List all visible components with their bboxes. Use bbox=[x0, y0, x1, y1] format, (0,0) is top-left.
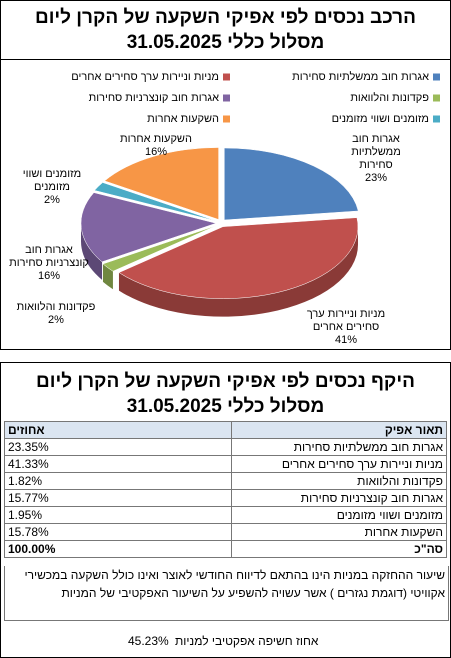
slice-side bbox=[102, 263, 113, 290]
table-cell: 15.77% bbox=[4, 489, 232, 507]
table: תאור אפיק אחוזים אגרות חוב ממשלתיות סחירות… bbox=[4, 421, 447, 558]
legend-label: פקדונות והלוואות bbox=[350, 91, 429, 104]
exposure-value: 45.23% bbox=[128, 634, 169, 648]
table-row: אגרות חוב קונצרניות סחירות 15.77% bbox=[4, 489, 447, 507]
table-cell: 100.00% bbox=[4, 540, 232, 558]
legend-label: מניות וניירות ערך סחירים אחרים bbox=[71, 71, 219, 83]
data-label-category: מניות וניירות ערך סחירים אחרים bbox=[306, 308, 386, 333]
legend-marker bbox=[433, 94, 440, 102]
chart-box: הרכב נכסים לפי אפיקי השקעה של הקרן ליום … bbox=[0, 0, 451, 350]
data-label-value: 2% bbox=[48, 314, 64, 326]
legend-label: מזומנים ושווי מזומנים bbox=[332, 113, 429, 125]
table-row: השקעות אחרות 15.78% bbox=[4, 523, 447, 541]
data-label: אגרות חוב ממשלתיות סחירות 23% bbox=[336, 133, 416, 185]
legend-label: השקעות אחרות bbox=[147, 113, 219, 125]
table-cell: אגרות חוב ממשלתיות סחירות bbox=[231, 438, 447, 456]
legend-marker bbox=[223, 115, 230, 123]
data-label-category: השקעות אחרות bbox=[120, 133, 192, 145]
note: שיעור ההחזקה במניות הינו בהתאם לדיווח הח… bbox=[4, 566, 449, 621]
table-cell: 23.35% bbox=[4, 438, 232, 456]
table-cell: מניות וניירות ערך סחירים אחרים bbox=[231, 455, 447, 473]
header: הרכב נכסים לפי אפיקי השקעה של הקרן ליום … bbox=[1, 1, 450, 60]
legend-marker bbox=[223, 94, 230, 102]
title: היקף נכסים לפי אפיקי השקעה של הקרן ליום bbox=[36, 371, 415, 392]
slice bbox=[104, 147, 219, 220]
data-label: מזומנים ושווי מזומנים 2% bbox=[13, 168, 91, 207]
table-cell: מזומנים ושווי מזומנים bbox=[231, 506, 447, 524]
data-label: פקדונות והלוואות 2% bbox=[6, 301, 106, 327]
table-row: פקדונות והלוואות 1.82% bbox=[4, 472, 447, 490]
table-row: תאור אפיק אחוזים bbox=[4, 421, 447, 439]
table-cell: 41.33% bbox=[4, 455, 232, 473]
table-row: מזומנים ושווי מזומנים 1.95% bbox=[4, 506, 447, 524]
data-label: אגרות חוב קונצרניות סחירות 16% bbox=[3, 244, 95, 283]
slice-side bbox=[118, 226, 358, 317]
slice bbox=[80, 192, 217, 263]
data-label-category: מזומנים ושווי מזומנים bbox=[22, 168, 82, 193]
data-label-category: פקדונות והלוואות bbox=[16, 301, 96, 313]
slice bbox=[224, 147, 359, 221]
table-cell: תאור אפיק bbox=[231, 421, 447, 439]
data-label-value: 16% bbox=[144, 146, 168, 158]
table-cell: אחוזים bbox=[4, 421, 232, 439]
title: הרכב נכסים לפי אפיקי השקעה של הקרן ליום bbox=[35, 7, 416, 28]
slice bbox=[102, 225, 218, 272]
table-row: אגרות חוב ממשלתיות סחירות 23.35% bbox=[4, 438, 447, 456]
table-box: היקף נכסים לפי אפיקי השקעה של הקרן ליום … bbox=[0, 362, 451, 658]
data-label-value: 23% bbox=[364, 172, 388, 184]
exposure-label: אחוז חשיפה אפקטיבי למניות bbox=[175, 634, 319, 648]
table-cell: 1.95% bbox=[4, 506, 232, 524]
title: 31.05.2025 מסלול כללי bbox=[126, 32, 325, 53]
table-row: מניות וניירות ערך סחירים אחרים 41.33% bbox=[4, 455, 447, 473]
legend-label: אגרות חוב קונצרניות סחירות bbox=[89, 92, 219, 104]
slice bbox=[94, 182, 217, 222]
data-label-value: 16% bbox=[37, 270, 61, 282]
slice bbox=[118, 217, 359, 299]
legend-marker bbox=[433, 73, 440, 81]
data-label-value: 41% bbox=[334, 334, 358, 346]
table-cell: סה"כ bbox=[231, 540, 447, 558]
title: 31.05.2025 מסלול כללי bbox=[126, 396, 325, 417]
pie-chart: אגרות חוב ממשלתיות סחירות מניות וניירות ע… bbox=[71, 70, 440, 317]
legend-marker bbox=[433, 115, 440, 123]
table-cell: 15.78% bbox=[4, 523, 232, 541]
table-cell: השקעות אחרות bbox=[231, 523, 447, 541]
data-label-category: אגרות חוב ממשלתיות סחירות bbox=[351, 133, 401, 171]
table-cell: פקדונות והלוואות bbox=[231, 472, 447, 490]
legend-label: אגרות חוב ממשלתיות סחירות bbox=[292, 70, 429, 83]
data-label: השקעות אחרות 16% bbox=[116, 133, 196, 159]
table-cell: 1.82% bbox=[4, 472, 232, 490]
table-row: סה"כ 100.00% bbox=[4, 540, 447, 558]
data-label: מניות וניירות ערך סחירים אחרים 41% bbox=[291, 308, 401, 347]
data-label-value: 2% bbox=[44, 194, 60, 206]
data-label-category: אגרות חוב קונצרניות סחירות bbox=[9, 244, 89, 269]
table-cell: אגרות חוב קונצרניות סחירות bbox=[231, 489, 447, 507]
legend-marker bbox=[223, 73, 230, 81]
